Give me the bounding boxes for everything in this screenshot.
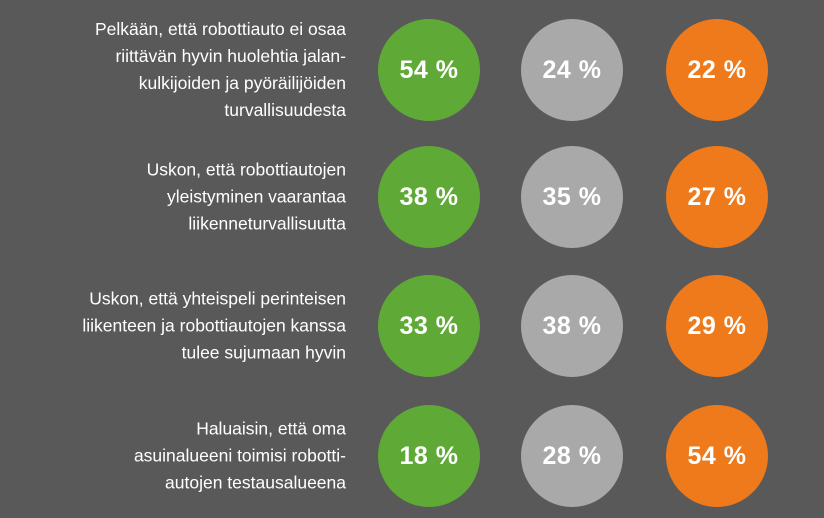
value-circle-green: 38 % xyxy=(378,146,480,248)
statement-label: Haluaisin, että oma asuinalueeni toimisi… xyxy=(133,418,346,493)
value-circle-grey: 24 % xyxy=(521,19,623,121)
value-circle-orange: 54 % xyxy=(666,405,768,507)
statement-label: Pelkään, että robottiauto ei osaa riittä… xyxy=(94,19,346,120)
statement-row-3: Uskon, että yhteispeli perinteisen liike… xyxy=(0,275,824,377)
value-circle-grey: 28 % xyxy=(521,405,623,507)
value-circle-grey: 35 % xyxy=(521,146,623,248)
statement-row-1: Pelkään, että robottiauto ei osaa riittä… xyxy=(0,19,824,121)
value-circle-orange: 29 % xyxy=(666,275,768,377)
value-circle-orange: 22 % xyxy=(666,19,768,121)
statement-label: Uskon, että robottiautojen yleistyminen … xyxy=(146,159,346,234)
statement-row-4: Haluaisin, että oma asuinalueeni toimisi… xyxy=(0,405,824,507)
statement-label: Uskon, että yhteispeli perinteisen liike… xyxy=(82,288,346,363)
statement-row-2: Uskon, että robottiautojen yleistyminen … xyxy=(0,146,824,248)
value-circle-orange: 27 % xyxy=(666,146,768,248)
value-circle-green: 54 % xyxy=(378,19,480,121)
value-circle-green: 18 % xyxy=(378,405,480,507)
value-circle-grey: 38 % xyxy=(521,275,623,377)
value-circle-green: 33 % xyxy=(378,275,480,377)
